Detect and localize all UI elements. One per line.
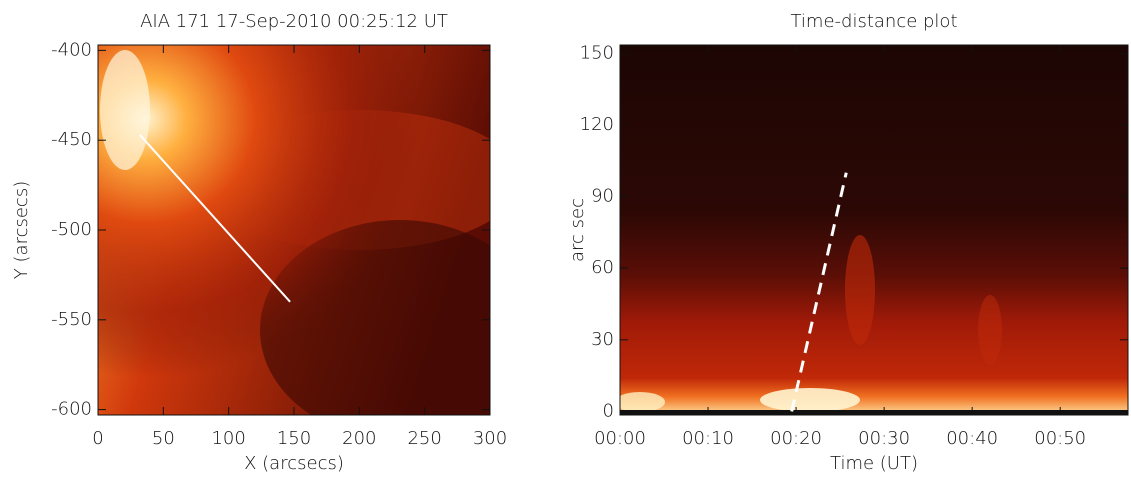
plot-frame (619, 44, 1129, 416)
time-distance-image (620, 45, 1128, 415)
x-axis-label: X (arcsecs) (244, 453, 344, 474)
y-tick-label: -550 (51, 309, 92, 330)
x-tick-label: 150 (277, 428, 311, 449)
x-tick-label: 00:30 (858, 428, 910, 449)
x-tick-label: 250 (407, 428, 441, 449)
y-axis-label: Y (arcsecs) (11, 181, 32, 279)
chart-title: Time-distance plot (790, 11, 957, 32)
x-tick-label: 100 (211, 428, 245, 449)
y-tick-label: 120 (580, 114, 614, 135)
x-tick-label: 00:00 (594, 428, 646, 449)
solar-image (98, 45, 490, 415)
overlay-line (139, 134, 291, 303)
y-tick-label: 0 (603, 400, 614, 421)
x-tick-label: 00:20 (770, 428, 822, 449)
x-tick-label: 300 (473, 428, 507, 449)
x-tick-label: 00:10 (682, 428, 734, 449)
y-tick-label: -600 (51, 399, 92, 420)
y-tick-label: 30 (591, 329, 614, 350)
chart-title: AIA 171 17-Sep-2010 00:25:12 UT (140, 11, 448, 32)
y-axis-label: arc sec (567, 198, 588, 262)
y-tick-label: 150 (580, 42, 614, 63)
overlay-line (790, 172, 848, 412)
x-tick-label: 0 (92, 428, 103, 449)
y-tick-label: -450 (51, 129, 92, 150)
y-tick-label: 90 (591, 186, 614, 207)
x-axis-label: Time (UT) (830, 453, 918, 474)
y-tick-label: 60 (591, 257, 614, 278)
x-tick-label: 00:40 (946, 428, 998, 449)
x-tick-label: 200 (342, 428, 376, 449)
y-tick-label: -400 (51, 39, 92, 60)
x-tick-label: 50 (152, 428, 175, 449)
x-tick-label: 00:50 (1034, 428, 1086, 449)
y-tick-label: -500 (51, 219, 92, 240)
